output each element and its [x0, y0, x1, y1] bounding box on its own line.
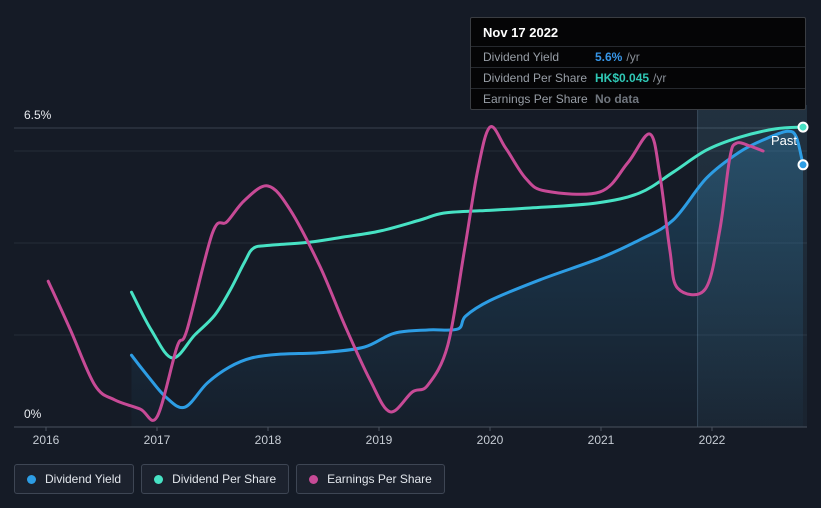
tooltip-row-value: 5.6%: [595, 50, 623, 64]
dividend-per-share-line: [130, 125, 805, 360]
x-axis-label: 2018: [255, 433, 282, 447]
y-axis-min-label: 0%: [24, 407, 42, 421]
legend-item-earnings-per-share[interactable]: Earnings Per Share: [296, 464, 445, 494]
x-axis-label: 2016: [33, 433, 60, 447]
chart-tooltip: Nov 17 2022 Dividend Yield 5.6% /yr Divi…: [470, 17, 806, 110]
past-region: [697, 105, 807, 427]
tooltip-row-value: No data: [595, 92, 640, 106]
y-axis-max-label: 6.5%: [24, 108, 52, 122]
tooltip-row-dividend-per-share: Dividend Per Share HK$0.045 /yr: [471, 67, 805, 88]
tooltip-row-earnings-per-share: Earnings Per Share No data: [471, 88, 805, 109]
legend-item-dividend-yield[interactable]: Dividend Yield: [14, 464, 135, 494]
past-label: Past: [771, 133, 797, 148]
tooltip-row-value: HK$0.045: [595, 71, 650, 85]
tooltip-row-label: Earnings Per Share: [483, 92, 588, 106]
legend-item-dividend-per-share[interactable]: Dividend Per Share: [141, 464, 290, 494]
tooltip-row-suffix: /yr: [653, 71, 667, 85]
dividend-per-share-end-dot: [797, 121, 809, 133]
chart-legend: Dividend Yield Dividend Per Share Earnin…: [14, 464, 445, 494]
dividend-per-share-dot-icon: [154, 474, 164, 484]
earnings-per-share-dot-icon: [309, 474, 319, 484]
x-axis-label: 2019: [366, 433, 393, 447]
x-axis-label: 2021: [588, 433, 615, 447]
tooltip-row-suffix: /yr: [626, 50, 640, 64]
x-axis-label: 2022: [699, 433, 726, 447]
tooltip-row-label: Dividend Per Share: [483, 71, 588, 85]
earnings-per-share-line: [46, 125, 765, 422]
x-axis-label: 2020: [477, 433, 504, 447]
tooltip-date: Nov 17 2022: [483, 25, 559, 40]
x-axis-label: 2017: [144, 433, 171, 447]
tooltip-row-label: Dividend Yield: [483, 50, 560, 64]
chart-plot-area[interactable]: 2016 2017 2018 2019 2020 2021 2022 6.5% 0% Past: [0, 0, 821, 460]
dividend-yield-area: [131, 131, 804, 427]
dividend-yield-dot-icon: [27, 474, 36, 484]
tooltip-row-dividend-yield: Dividend Yield 5.6% /yr: [471, 46, 805, 67]
dividend-yield-end-dot: [797, 159, 809, 171]
dividend-yield-line: [130, 129, 805, 410]
legend-label: Dividend Per Share: [172, 472, 277, 486]
legend-label: Earnings Per Share: [327, 472, 432, 486]
legend-label: Dividend Yield: [45, 472, 122, 486]
